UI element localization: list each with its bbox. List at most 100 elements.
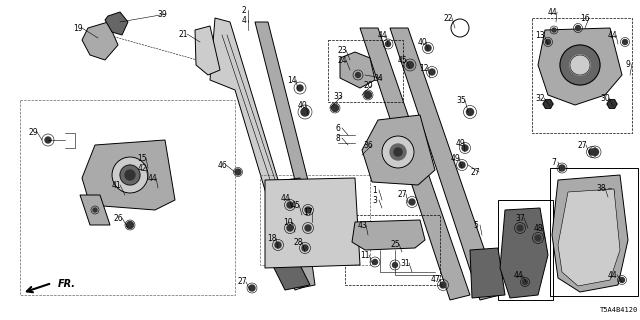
Polygon shape	[552, 175, 628, 292]
Polygon shape	[607, 100, 617, 108]
Polygon shape	[500, 208, 548, 298]
Text: 19: 19	[73, 23, 83, 33]
Circle shape	[302, 245, 308, 251]
Text: 16: 16	[580, 13, 590, 22]
Text: 31: 31	[400, 259, 410, 268]
Polygon shape	[210, 18, 310, 290]
Text: 29: 29	[28, 127, 38, 137]
Text: 49: 49	[450, 154, 460, 163]
Text: 8: 8	[335, 133, 340, 142]
Circle shape	[287, 202, 293, 208]
Circle shape	[459, 162, 465, 168]
Circle shape	[120, 165, 140, 185]
Text: FR.: FR.	[58, 279, 76, 289]
Text: 27: 27	[470, 167, 480, 177]
Text: 1: 1	[372, 186, 378, 195]
Circle shape	[429, 69, 435, 75]
Text: 44: 44	[608, 270, 618, 279]
Text: 17: 17	[303, 207, 313, 217]
Text: 36: 36	[363, 140, 373, 149]
Circle shape	[287, 225, 293, 231]
Circle shape	[305, 225, 311, 231]
Text: 27: 27	[577, 140, 587, 149]
Text: 24: 24	[337, 55, 347, 65]
Text: 12: 12	[419, 63, 429, 73]
Text: 35: 35	[456, 95, 466, 105]
Circle shape	[297, 85, 303, 91]
Polygon shape	[543, 100, 553, 108]
Text: 40: 40	[297, 100, 307, 109]
Polygon shape	[265, 178, 360, 268]
Text: 26: 26	[113, 213, 123, 222]
Text: 14: 14	[287, 76, 297, 84]
Polygon shape	[390, 28, 500, 300]
Circle shape	[591, 148, 598, 156]
Bar	[498, 200, 553, 300]
Circle shape	[392, 262, 397, 268]
Circle shape	[235, 169, 241, 175]
Polygon shape	[362, 115, 435, 185]
Bar	[260, 175, 370, 265]
Text: 22: 22	[444, 13, 452, 22]
Polygon shape	[82, 22, 118, 60]
Text: 44: 44	[548, 7, 558, 17]
Bar	[532, 18, 632, 133]
Circle shape	[385, 42, 390, 46]
Text: 27: 27	[237, 277, 247, 286]
Circle shape	[382, 136, 414, 168]
Text: 45: 45	[397, 55, 407, 65]
Text: 9: 9	[625, 60, 630, 68]
Circle shape	[535, 235, 541, 241]
Text: 15: 15	[137, 154, 147, 163]
Bar	[20, 100, 235, 295]
Polygon shape	[255, 22, 318, 220]
Circle shape	[93, 208, 97, 212]
Text: 47: 47	[430, 275, 440, 284]
Text: 18: 18	[268, 234, 276, 243]
Circle shape	[365, 92, 371, 99]
Circle shape	[570, 55, 590, 75]
Polygon shape	[470, 248, 505, 298]
Bar	[550, 168, 638, 296]
Text: 25: 25	[390, 239, 400, 249]
Text: 38: 38	[596, 183, 606, 193]
Text: 30: 30	[600, 93, 610, 102]
Text: 23: 23	[337, 45, 347, 54]
Text: 5: 5	[474, 220, 479, 229]
Circle shape	[575, 26, 580, 30]
Circle shape	[462, 145, 468, 151]
Circle shape	[305, 207, 311, 213]
Circle shape	[559, 165, 565, 171]
Text: 2: 2	[242, 5, 246, 14]
Text: 44: 44	[280, 194, 290, 203]
Text: 48: 48	[533, 223, 543, 233]
Text: 32: 32	[535, 93, 545, 102]
Circle shape	[440, 282, 446, 288]
Circle shape	[394, 148, 402, 156]
Text: 44: 44	[607, 30, 617, 39]
Text: 37: 37	[515, 213, 525, 222]
Polygon shape	[285, 178, 315, 288]
Polygon shape	[82, 140, 175, 210]
Text: 44: 44	[513, 270, 523, 279]
Circle shape	[560, 45, 600, 85]
Bar	[328, 40, 403, 102]
Text: 3: 3	[372, 196, 378, 204]
Text: 20: 20	[363, 81, 373, 90]
Circle shape	[275, 242, 281, 248]
Text: 10: 10	[283, 218, 293, 227]
Circle shape	[112, 157, 148, 193]
Polygon shape	[270, 255, 310, 290]
Text: 34: 34	[373, 74, 383, 83]
Text: 21: 21	[179, 29, 188, 38]
Polygon shape	[360, 28, 470, 300]
Text: 41: 41	[111, 180, 121, 189]
Text: 28: 28	[293, 237, 303, 246]
Text: 44: 44	[377, 30, 387, 39]
Text: 44: 44	[147, 173, 157, 182]
Polygon shape	[558, 189, 620, 286]
Circle shape	[125, 170, 135, 180]
Circle shape	[623, 39, 627, 44]
Text: 27: 27	[397, 189, 407, 198]
Circle shape	[409, 199, 415, 205]
